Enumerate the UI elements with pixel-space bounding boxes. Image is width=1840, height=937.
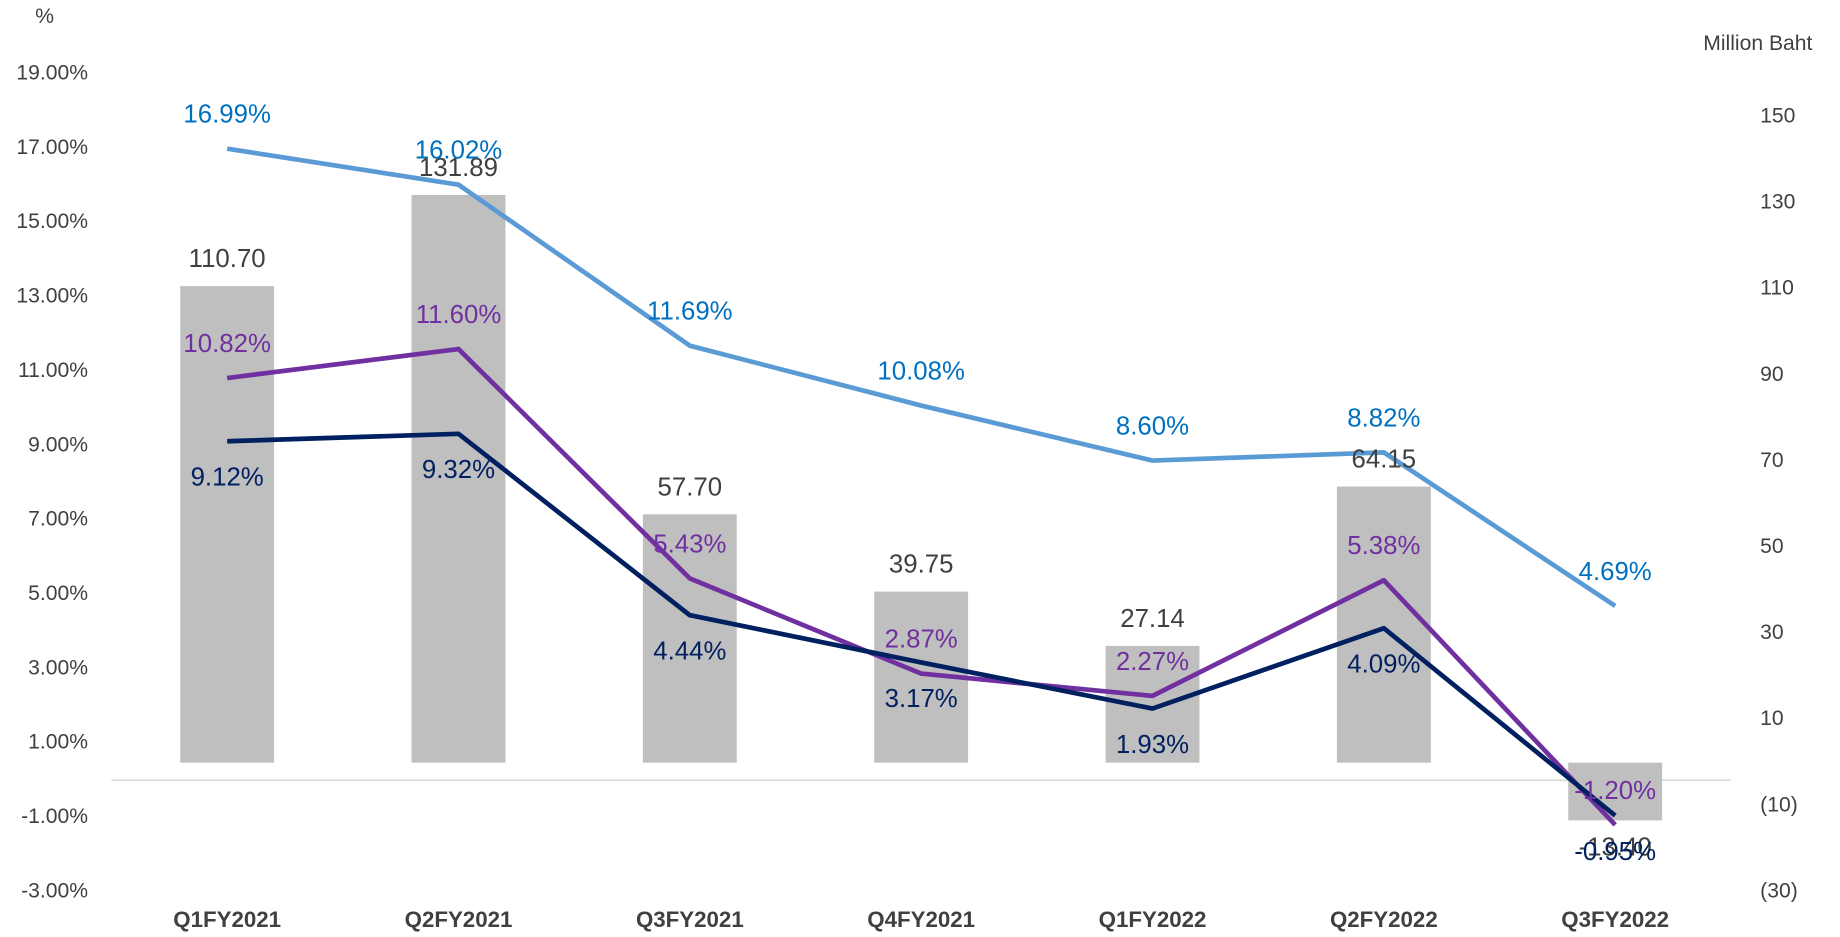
x-tick-label: Q2FY2022 — [1330, 907, 1438, 932]
data-label: 3.17% — [885, 685, 958, 713]
y2-tick-label: 10 — [1760, 707, 1783, 730]
data-label: 9.32% — [422, 456, 495, 484]
y-tick-label: 3.00% — [28, 656, 88, 679]
x-tick-label: Q4FY2021 — [867, 907, 975, 932]
data-label: 16.99% — [183, 101, 271, 129]
data-label: -1.20% — [1574, 777, 1656, 805]
y2-tick-label: (10) — [1760, 793, 1798, 816]
bar — [411, 194, 506, 763]
y-tick-label: 9.00% — [28, 433, 88, 456]
data-label: 4.44% — [653, 638, 726, 666]
y-tick-label: 7.00% — [28, 508, 88, 531]
x-tick-label: Q2FY2021 — [405, 907, 513, 932]
data-label: 57.70 — [658, 473, 723, 501]
data-label: 27.14 — [1120, 605, 1185, 633]
y-axis-label: % — [35, 5, 54, 28]
x-tick-label: Q3FY2021 — [636, 907, 744, 932]
data-label: 9.12% — [191, 464, 264, 492]
data-label: 39.75 — [889, 551, 954, 579]
data-label: 8.60% — [1116, 413, 1189, 441]
y-tick-label: 15.00% — [16, 210, 88, 233]
y2-tick-label: 150 — [1760, 105, 1795, 128]
y2-tick-label: 110 — [1760, 277, 1794, 300]
data-label: -0.95% — [1574, 838, 1656, 866]
data-label: 1.93% — [1116, 731, 1189, 759]
y-tick-label: -1.00% — [21, 805, 88, 828]
line — [226, 346, 1617, 827]
y-tick-label: 19.00% — [16, 62, 88, 85]
data-label: 10.82% — [183, 330, 271, 358]
data-label: 2.27% — [1116, 648, 1189, 676]
data-label: 64.15 — [1352, 446, 1417, 474]
x-tick-label: Q1FY2021 — [173, 907, 281, 932]
data-label: 16.02% — [415, 137, 503, 165]
y-tick-label: -3.00% — [21, 879, 88, 902]
y-tick-label: 13.00% — [16, 285, 88, 308]
y2-tick-label: 90 — [1760, 363, 1783, 386]
y-tick-label: 5.00% — [28, 582, 88, 605]
y2-axis-label: Million Baht — [1703, 32, 1812, 55]
line — [226, 146, 1617, 608]
data-label: 2.87% — [885, 626, 958, 654]
x-tick-label: Q3FY2022 — [1561, 907, 1669, 932]
data-label: 5.38% — [1347, 532, 1420, 560]
bar — [1336, 486, 1431, 763]
data-label: 4.69% — [1579, 558, 1652, 586]
data-label: 11.69% — [647, 298, 733, 326]
data-label: 11.60% — [416, 301, 502, 329]
y2-tick-label: 50 — [1760, 535, 1783, 558]
y2-tick-label: 130 — [1760, 191, 1795, 214]
y-tick-label: 11.00% — [18, 359, 88, 382]
data-label: 110.70 — [189, 245, 266, 273]
x-tick-label: Q1FY2022 — [1099, 907, 1207, 932]
data-label: 10.08% — [877, 358, 965, 386]
data-label: 5.43% — [653, 530, 726, 558]
bar — [642, 514, 737, 763]
data-label: 8.82% — [1347, 404, 1420, 432]
bar — [180, 286, 275, 763]
y-tick-label: 17.00% — [16, 136, 88, 159]
line — [227, 431, 1617, 818]
y2-tick-label: (30) — [1760, 879, 1798, 902]
y-tick-label: 1.00% — [28, 731, 88, 754]
y2-tick-label: 70 — [1760, 449, 1783, 472]
data-label: 4.09% — [1347, 651, 1420, 679]
data-label: -13.40 — [1579, 833, 1652, 861]
data-label: 131.89 — [419, 154, 498, 182]
y2-tick-label: 30 — [1760, 621, 1783, 644]
